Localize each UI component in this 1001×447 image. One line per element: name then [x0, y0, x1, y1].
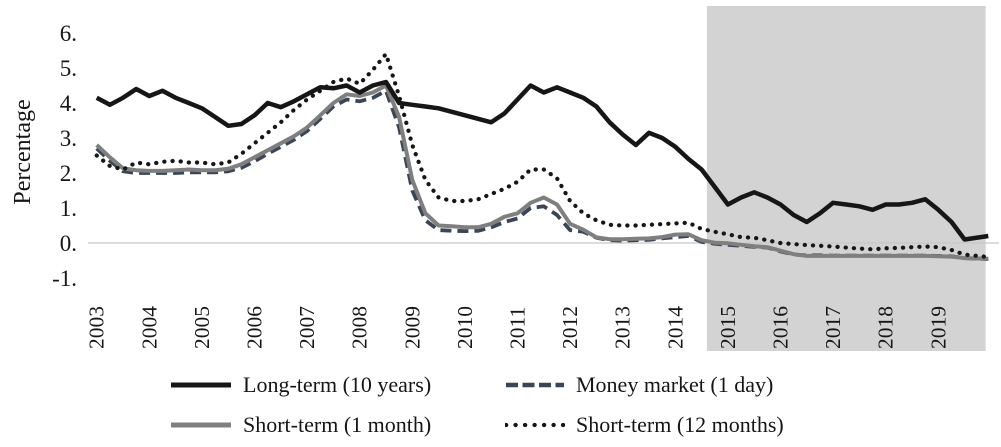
x-tick-label-2009: 2009 — [400, 306, 424, 349]
y-tick-label-2: 2. — [60, 161, 77, 186]
shaded-region — [706, 6, 986, 351]
x-tick-label-2017: 2017 — [821, 306, 845, 349]
x-tick-label-2008: 2008 — [348, 306, 372, 349]
series-line-short-term-1-month — [95, 83, 989, 261]
x-tick-label-2013: 2013 — [611, 306, 635, 349]
x-tick-label-2016: 2016 — [769, 306, 793, 349]
x-tick-label-2018: 2018 — [874, 306, 898, 349]
y-tick-label-1: 1. — [60, 196, 77, 221]
x-tick-label-2005: 2005 — [190, 306, 214, 349]
y-axis-title: Percentage — [10, 99, 36, 205]
x-tick-label-2019: 2019 — [926, 306, 950, 349]
x-tick-label-2011: 2011 — [506, 307, 530, 349]
x-tick-label-2003: 2003 — [85, 306, 109, 349]
series-line-short-term-12-months — [94, 51, 991, 260]
x-tick-label-2007: 2007 — [295, 306, 319, 349]
x-tick-label-2014: 2014 — [663, 306, 687, 349]
y-tick-label--1: -1. — [52, 266, 77, 291]
y-tick-label-6: 6. — [60, 21, 77, 46]
x-tick-label-2004: 2004 — [137, 306, 161, 349]
y-tick-label-4: 4. — [60, 91, 77, 116]
x-tick-label-2006: 2006 — [243, 306, 267, 349]
x-tick-label-2012: 2012 — [558, 306, 582, 349]
y-tick-label-3: 3. — [60, 126, 77, 151]
x-tick-label-2010: 2010 — [453, 306, 477, 349]
x-tick-label-2015: 2015 — [716, 306, 740, 349]
series-line-long-term-10-years — [95, 79, 989, 242]
y-tick-label-5: 5. — [60, 56, 77, 81]
y-tick-label-0: 0. — [60, 231, 77, 256]
